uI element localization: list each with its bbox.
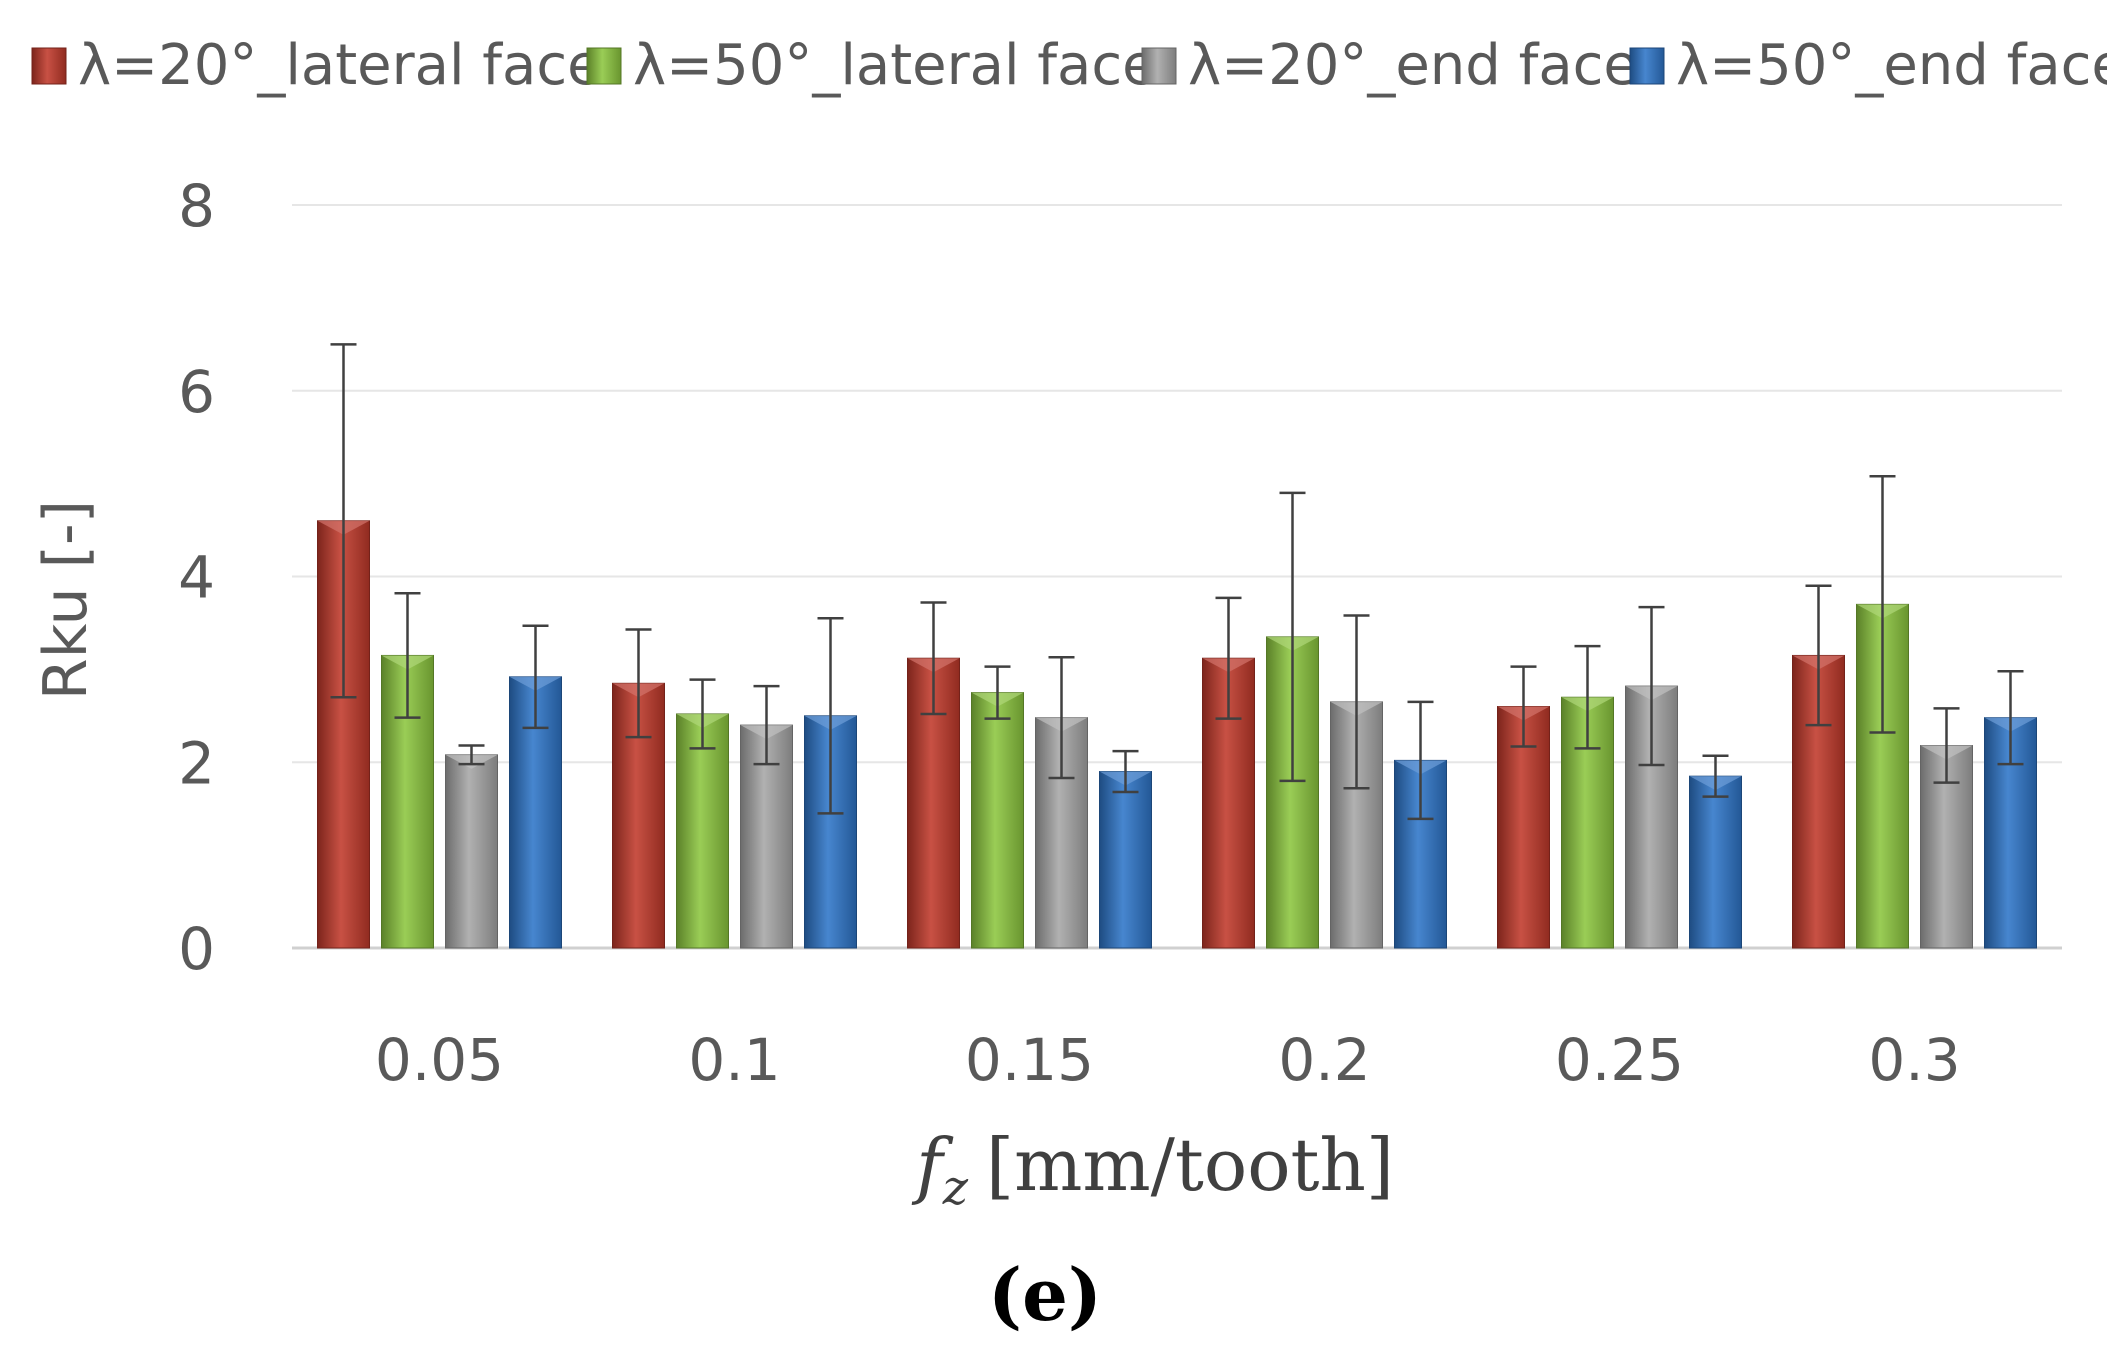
- error-bar-20-end-face-0.2: [1343, 614, 1370, 790]
- legend-label: λ=50°_lateral face: [633, 33, 1157, 98]
- error-bar-50-end-face-0.15: [1112, 749, 1139, 794]
- legend-item-20-lateral-face: λ=20°_lateral face: [31, 33, 602, 98]
- error-bar-50-end-face-0.1: [817, 617, 844, 815]
- error-bar-20-lateral-face-0.3: [1805, 584, 1832, 727]
- error-bar-50-end-face-0.05: [522, 624, 549, 730]
- error-bar-20-end-face-0.15: [1048, 656, 1075, 780]
- error-bar-50-end-face-0.2: [1407, 700, 1434, 821]
- error-bar-20-end-face-0.1: [753, 684, 780, 766]
- x-tick-label: 0.1: [688, 1026, 780, 1094]
- error-bar-50-lateral-face-0.25: [1574, 644, 1601, 750]
- bar-20-end-face-0.05: [445, 754, 498, 949]
- error-bar-20-lateral-face-0.1: [625, 628, 652, 739]
- legend: λ=20°_lateral face λ=50°_lateral face λ=20…: [31, 33, 2107, 98]
- error-bar-20-lateral-face-0.15: [920, 601, 947, 716]
- error-bar-50-end-face-0.3: [1997, 669, 2024, 766]
- error-bar-50-lateral-face-0.1: [689, 678, 716, 750]
- legend-swatch: [1141, 47, 1177, 85]
- x-tick-label: 0.2: [1278, 1026, 1370, 1094]
- x-tick-label: 0.25: [1555, 1026, 1684, 1094]
- bar-50-end-face-0.15: [1099, 771, 1152, 949]
- y-tick-label: 6: [178, 358, 215, 426]
- bar-50-lateral-face-0.1: [676, 713, 729, 949]
- x-axis-subscript: z: [942, 1160, 969, 1216]
- y-tick-labels: 0 2 4 6 8: [178, 172, 215, 983]
- y-tick-label: 0: [178, 915, 215, 983]
- error-bar-50-lateral-face-0.2: [1279, 491, 1306, 783]
- error-bar-20-lateral-face-0.2: [1215, 596, 1242, 720]
- error-bar-20-lateral-face-0.25: [1510, 665, 1537, 748]
- legend-label: λ=50°_end face: [1676, 33, 2107, 98]
- error-bar-50-lateral-face-0.3: [1869, 474, 1896, 734]
- y-axis-label: Rku [-]: [31, 500, 101, 700]
- bars: [317, 520, 2037, 949]
- x-tick-label: 0.15: [965, 1026, 1094, 1094]
- gridlines: [292, 204, 2062, 950]
- error-bars: [330, 343, 2024, 821]
- x-axis-label: fz [mm/tooth]: [911, 1123, 1394, 1216]
- legend-label: λ=20°_lateral face: [78, 33, 602, 98]
- x-tick-label: 0.05: [375, 1026, 504, 1094]
- error-bar-20-end-face-0.3: [1933, 707, 1960, 784]
- legend-label: λ=20°_end face: [1188, 33, 1638, 98]
- bar-50-lateral-face-0.15: [971, 692, 1024, 949]
- error-bar-50-lateral-face-0.15: [984, 665, 1011, 720]
- legend-item-20-end-face: λ=20°_end face: [1141, 33, 1638, 98]
- error-bar-20-end-face-0.25: [1638, 605, 1665, 767]
- legend-swatch: [586, 47, 622, 85]
- bar-50-end-face-0.25: [1689, 775, 1742, 949]
- error-bar-20-lateral-face-0.05: [330, 343, 357, 699]
- legend-swatch: [1629, 47, 1665, 85]
- x-tick-labels: 0.05 0.1 0.15 0.2 0.25 0.3: [375, 1026, 1961, 1094]
- error-bar-50-end-face-0.25: [1702, 754, 1729, 798]
- legend-item-50-lateral-face: λ=50°_lateral face: [586, 33, 1157, 98]
- y-tick-label: 2: [178, 729, 215, 797]
- error-bar-50-lateral-face-0.05: [394, 591, 421, 719]
- y-tick-label: 4: [178, 544, 215, 612]
- y-tick-label: 8: [178, 172, 215, 240]
- legend-item-50-end-face: λ=50°_end face: [1629, 33, 2107, 98]
- error-bar-20-end-face-0.05: [458, 744, 485, 766]
- x-axis-unit: [mm/tooth]: [986, 1123, 1394, 1207]
- x-tick-label: 0.3: [1868, 1026, 1960, 1094]
- figure-caption: (e): [988, 1252, 1102, 1337]
- legend-swatch: [31, 47, 67, 85]
